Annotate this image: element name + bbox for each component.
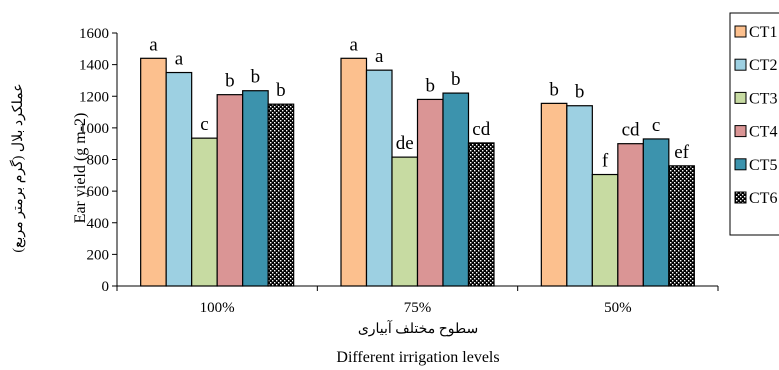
bar-ct4 <box>216 94 244 287</box>
bar-ct2 <box>165 71 193 287</box>
bar-ct5 <box>242 90 269 287</box>
y-tick-label: 200 <box>87 247 110 263</box>
significance-letter: b <box>276 80 286 101</box>
significance-letter: b <box>426 75 436 96</box>
y-tick-label: 1200 <box>79 89 109 105</box>
x-axis-label-persian: سطوح مختلف آبیاری <box>358 319 478 337</box>
bar-ct3 <box>191 137 218 287</box>
legend-swatch-ct6 <box>734 191 747 204</box>
significance-letter: a <box>350 34 359 55</box>
bar-ct4 <box>617 143 644 287</box>
significance-letter: de <box>396 133 414 154</box>
y-tick-label: 1000 <box>79 121 109 137</box>
x-axis: 100% 75% 50% <box>116 285 719 316</box>
legend-label: CT3 <box>749 90 777 107</box>
y-axis-label: Ear yield (g m-2) <box>72 113 89 224</box>
y-tick-label: 800 <box>87 153 110 169</box>
y-tick-label: 1600 <box>79 26 109 42</box>
bar-ct1 <box>140 57 167 287</box>
significance-letter: b <box>575 82 585 103</box>
bar-ct2 <box>365 69 393 287</box>
bar-ct5 <box>442 92 470 287</box>
legend-swatch-ct3 <box>734 91 747 104</box>
bar-ct1 <box>340 57 368 287</box>
y-axis: 0 200 400 600 800 1000 1200 1400 1600 <box>79 26 118 295</box>
significance-letter: c <box>200 114 208 135</box>
bar-ct2 <box>566 105 593 287</box>
legend-swatch-ct4 <box>734 125 747 138</box>
significance-letter: a <box>375 46 384 67</box>
bar-ct6 <box>267 103 295 287</box>
y-tick-label: 600 <box>87 184 110 200</box>
y-tick-label: 0 <box>102 279 110 295</box>
bar-ct6 <box>668 165 695 287</box>
bar-ct3 <box>591 173 619 287</box>
y-axis-label-persian: عملکرد بلال (گرم برمتر مربع) <box>9 83 26 252</box>
legend-label: CT2 <box>749 57 777 74</box>
legend-swatch-ct5 <box>734 158 747 171</box>
significance-letter: b <box>549 79 559 100</box>
significance-letter: f <box>602 151 609 172</box>
bar-ct4 <box>416 98 444 287</box>
significance-letter: a <box>175 49 184 70</box>
y-tick-label: 400 <box>87 216 110 232</box>
x-category-label: 50% <box>604 300 632 316</box>
significance-letter: cd <box>622 120 640 141</box>
x-axis-label: Different irrigation levels <box>336 349 499 366</box>
significance-letter: b <box>225 71 235 92</box>
legend-label: CT5 <box>749 157 777 174</box>
bar-group: b b fcd cef <box>540 79 695 287</box>
significance-letter: b <box>251 67 261 88</box>
legend-label: CT4 <box>749 124 777 141</box>
significance-letter: a <box>149 34 158 55</box>
y-tick-label: 1400 <box>79 58 109 74</box>
legend: CT1 CT2 CT3 CT4 CT5 CT6 <box>729 12 779 236</box>
legend-label: CT6 <box>749 190 777 207</box>
legend-label: CT1 <box>749 24 777 41</box>
bar-ct6 <box>467 142 495 287</box>
legend-swatch-ct2 <box>734 58 747 71</box>
x-category-label: 100% <box>200 300 235 316</box>
bar-group: aa de b b cd <box>340 34 495 287</box>
x-category-label: 75% <box>404 300 432 316</box>
legend-swatch-ct1 <box>734 25 747 38</box>
significance-letter: ef <box>674 142 689 163</box>
bar-ct1 <box>540 102 568 287</box>
significance-letter: cd <box>472 119 490 140</box>
bar-ct5 <box>642 138 670 287</box>
bar-ct3 <box>391 156 419 287</box>
significance-letter: c <box>652 115 660 136</box>
significance-letter: b <box>451 69 461 90</box>
